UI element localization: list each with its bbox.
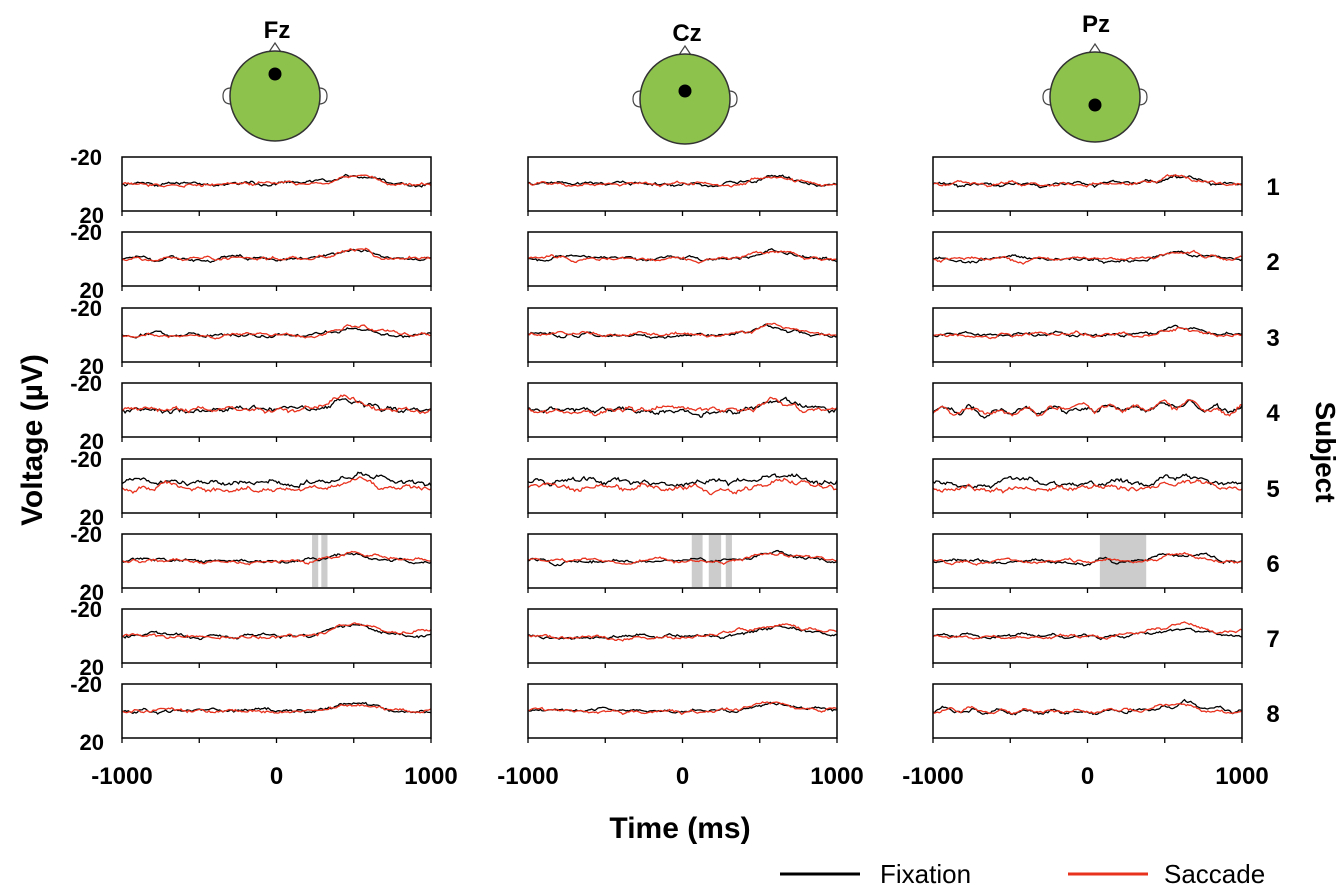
panel-fz-subject-5 bbox=[122, 459, 431, 518]
x-tick-label: 1000 bbox=[810, 763, 863, 790]
panel-pz-subject-1: 1 bbox=[933, 157, 1280, 216]
electrode-dot-fz bbox=[269, 68, 282, 81]
panel-cz-subject-2 bbox=[528, 232, 837, 291]
subject-label: 6 bbox=[1266, 551, 1279, 578]
y-tick-label: -20 bbox=[70, 672, 102, 697]
x-tick-label: 0 bbox=[270, 763, 283, 790]
panel-cz-subject-8 bbox=[528, 684, 837, 743]
significance-window bbox=[321, 535, 327, 587]
head-outline-icon bbox=[640, 54, 730, 144]
fixation-trace bbox=[528, 474, 837, 487]
panel-fz-subject-1 bbox=[122, 157, 431, 216]
subject-label: 8 bbox=[1266, 701, 1279, 728]
saccade-trace bbox=[933, 480, 1242, 493]
saccade-trace bbox=[933, 327, 1242, 338]
panel-fz-subject-3 bbox=[122, 308, 431, 367]
panel-fz-subject-4 bbox=[122, 383, 431, 442]
saccade-trace bbox=[122, 477, 431, 493]
scalp-map-pz: Pz bbox=[1043, 11, 1147, 142]
panel-fz-subject-7 bbox=[122, 609, 431, 668]
head-outline-icon bbox=[1050, 52, 1140, 142]
subject-label: 2 bbox=[1266, 249, 1279, 276]
saccade-trace bbox=[528, 397, 837, 415]
panel-fz-subject-2 bbox=[122, 232, 431, 291]
panel-frame bbox=[122, 459, 431, 513]
x-tick-label: -1000 bbox=[497, 763, 558, 790]
panel-cz-subject-6 bbox=[528, 534, 837, 593]
fixation-trace bbox=[528, 551, 837, 566]
panel-pz-subject-4: 4 bbox=[933, 383, 1280, 442]
fixation-trace bbox=[122, 399, 431, 414]
legend-saccade-label: Saccade bbox=[1164, 859, 1265, 886]
panel-fz-subject-6 bbox=[122, 534, 431, 593]
y-tick-label: -20 bbox=[70, 597, 102, 622]
y-tick-label: -20 bbox=[70, 296, 102, 321]
scalp-map-cz: Cz bbox=[633, 20, 737, 144]
panel-cz-subject-3 bbox=[528, 308, 837, 367]
panel-cz-subject-1 bbox=[528, 157, 837, 216]
y-tick-label: 20 bbox=[80, 730, 104, 755]
subject-label: 3 bbox=[1266, 325, 1279, 352]
fixation-trace bbox=[122, 328, 431, 338]
panel-pz-subject-3: 3 bbox=[933, 308, 1280, 367]
saccade-trace bbox=[528, 323, 837, 336]
y-tick-label: -20 bbox=[70, 220, 102, 245]
electrode-dot-cz bbox=[679, 85, 692, 98]
scalp-map-fz: Fz bbox=[223, 17, 327, 141]
subject-label: 4 bbox=[1266, 400, 1280, 427]
y-tick-label: -20 bbox=[70, 447, 102, 472]
saccade-trace bbox=[122, 552, 431, 565]
x-tick-label: -1000 bbox=[902, 763, 963, 790]
x-tick-label: 1000 bbox=[404, 763, 457, 790]
panel-cz-subject-7 bbox=[528, 609, 837, 668]
electrode-label-pz: Pz bbox=[1082, 11, 1110, 38]
y-tick-label: -20 bbox=[70, 522, 102, 547]
saccade-trace bbox=[122, 325, 431, 339]
head-outline-icon bbox=[230, 51, 320, 141]
panel-pz-subject-6: 6 bbox=[933, 534, 1280, 593]
x-axis-label: Time (ms) bbox=[609, 812, 750, 845]
panel-pz-subject-2: 2 bbox=[933, 232, 1280, 291]
electrode-label-fz: Fz bbox=[264, 17, 291, 44]
y-tick-label: -20 bbox=[70, 371, 102, 396]
x-tick-label: 1000 bbox=[1215, 763, 1268, 790]
electrode-dot-pz bbox=[1089, 99, 1102, 112]
electrode-label-cz: Cz bbox=[672, 20, 701, 47]
panel-pz-subject-7: 7 bbox=[933, 609, 1280, 668]
panel-frame bbox=[528, 308, 837, 362]
fixation-trace bbox=[528, 249, 837, 262]
panel-cz-subject-5 bbox=[528, 459, 837, 518]
subject-axis-label: Subject bbox=[1310, 401, 1336, 502]
fixation-trace bbox=[122, 249, 431, 262]
x-tick-label: -1000 bbox=[91, 763, 152, 790]
subject-label: 7 bbox=[1266, 626, 1279, 653]
fixation-trace bbox=[122, 472, 431, 487]
panel-frame bbox=[933, 459, 1242, 513]
panel-cz-subject-4 bbox=[528, 383, 837, 442]
fixation-trace bbox=[528, 324, 837, 338]
y-axis-label: Voltage (µV) bbox=[16, 354, 49, 526]
saccade-trace bbox=[528, 478, 837, 494]
x-tick-label: 0 bbox=[676, 763, 689, 790]
panel-pz-subject-8: 8 bbox=[933, 684, 1280, 743]
panel-fz-subject-8 bbox=[122, 684, 431, 743]
legend: Fixation Saccade bbox=[780, 859, 1265, 886]
x-tick-label: 0 bbox=[1081, 763, 1094, 790]
saccade-trace bbox=[933, 251, 1242, 265]
panel-pz-subject-5: 5 bbox=[933, 459, 1280, 518]
subject-label: 1 bbox=[1266, 174, 1279, 201]
subject-label: 5 bbox=[1266, 476, 1279, 503]
y-tick-label: -20 bbox=[70, 145, 102, 170]
legend-fixation-label: Fixation bbox=[880, 859, 971, 886]
saccade-trace bbox=[122, 248, 431, 261]
